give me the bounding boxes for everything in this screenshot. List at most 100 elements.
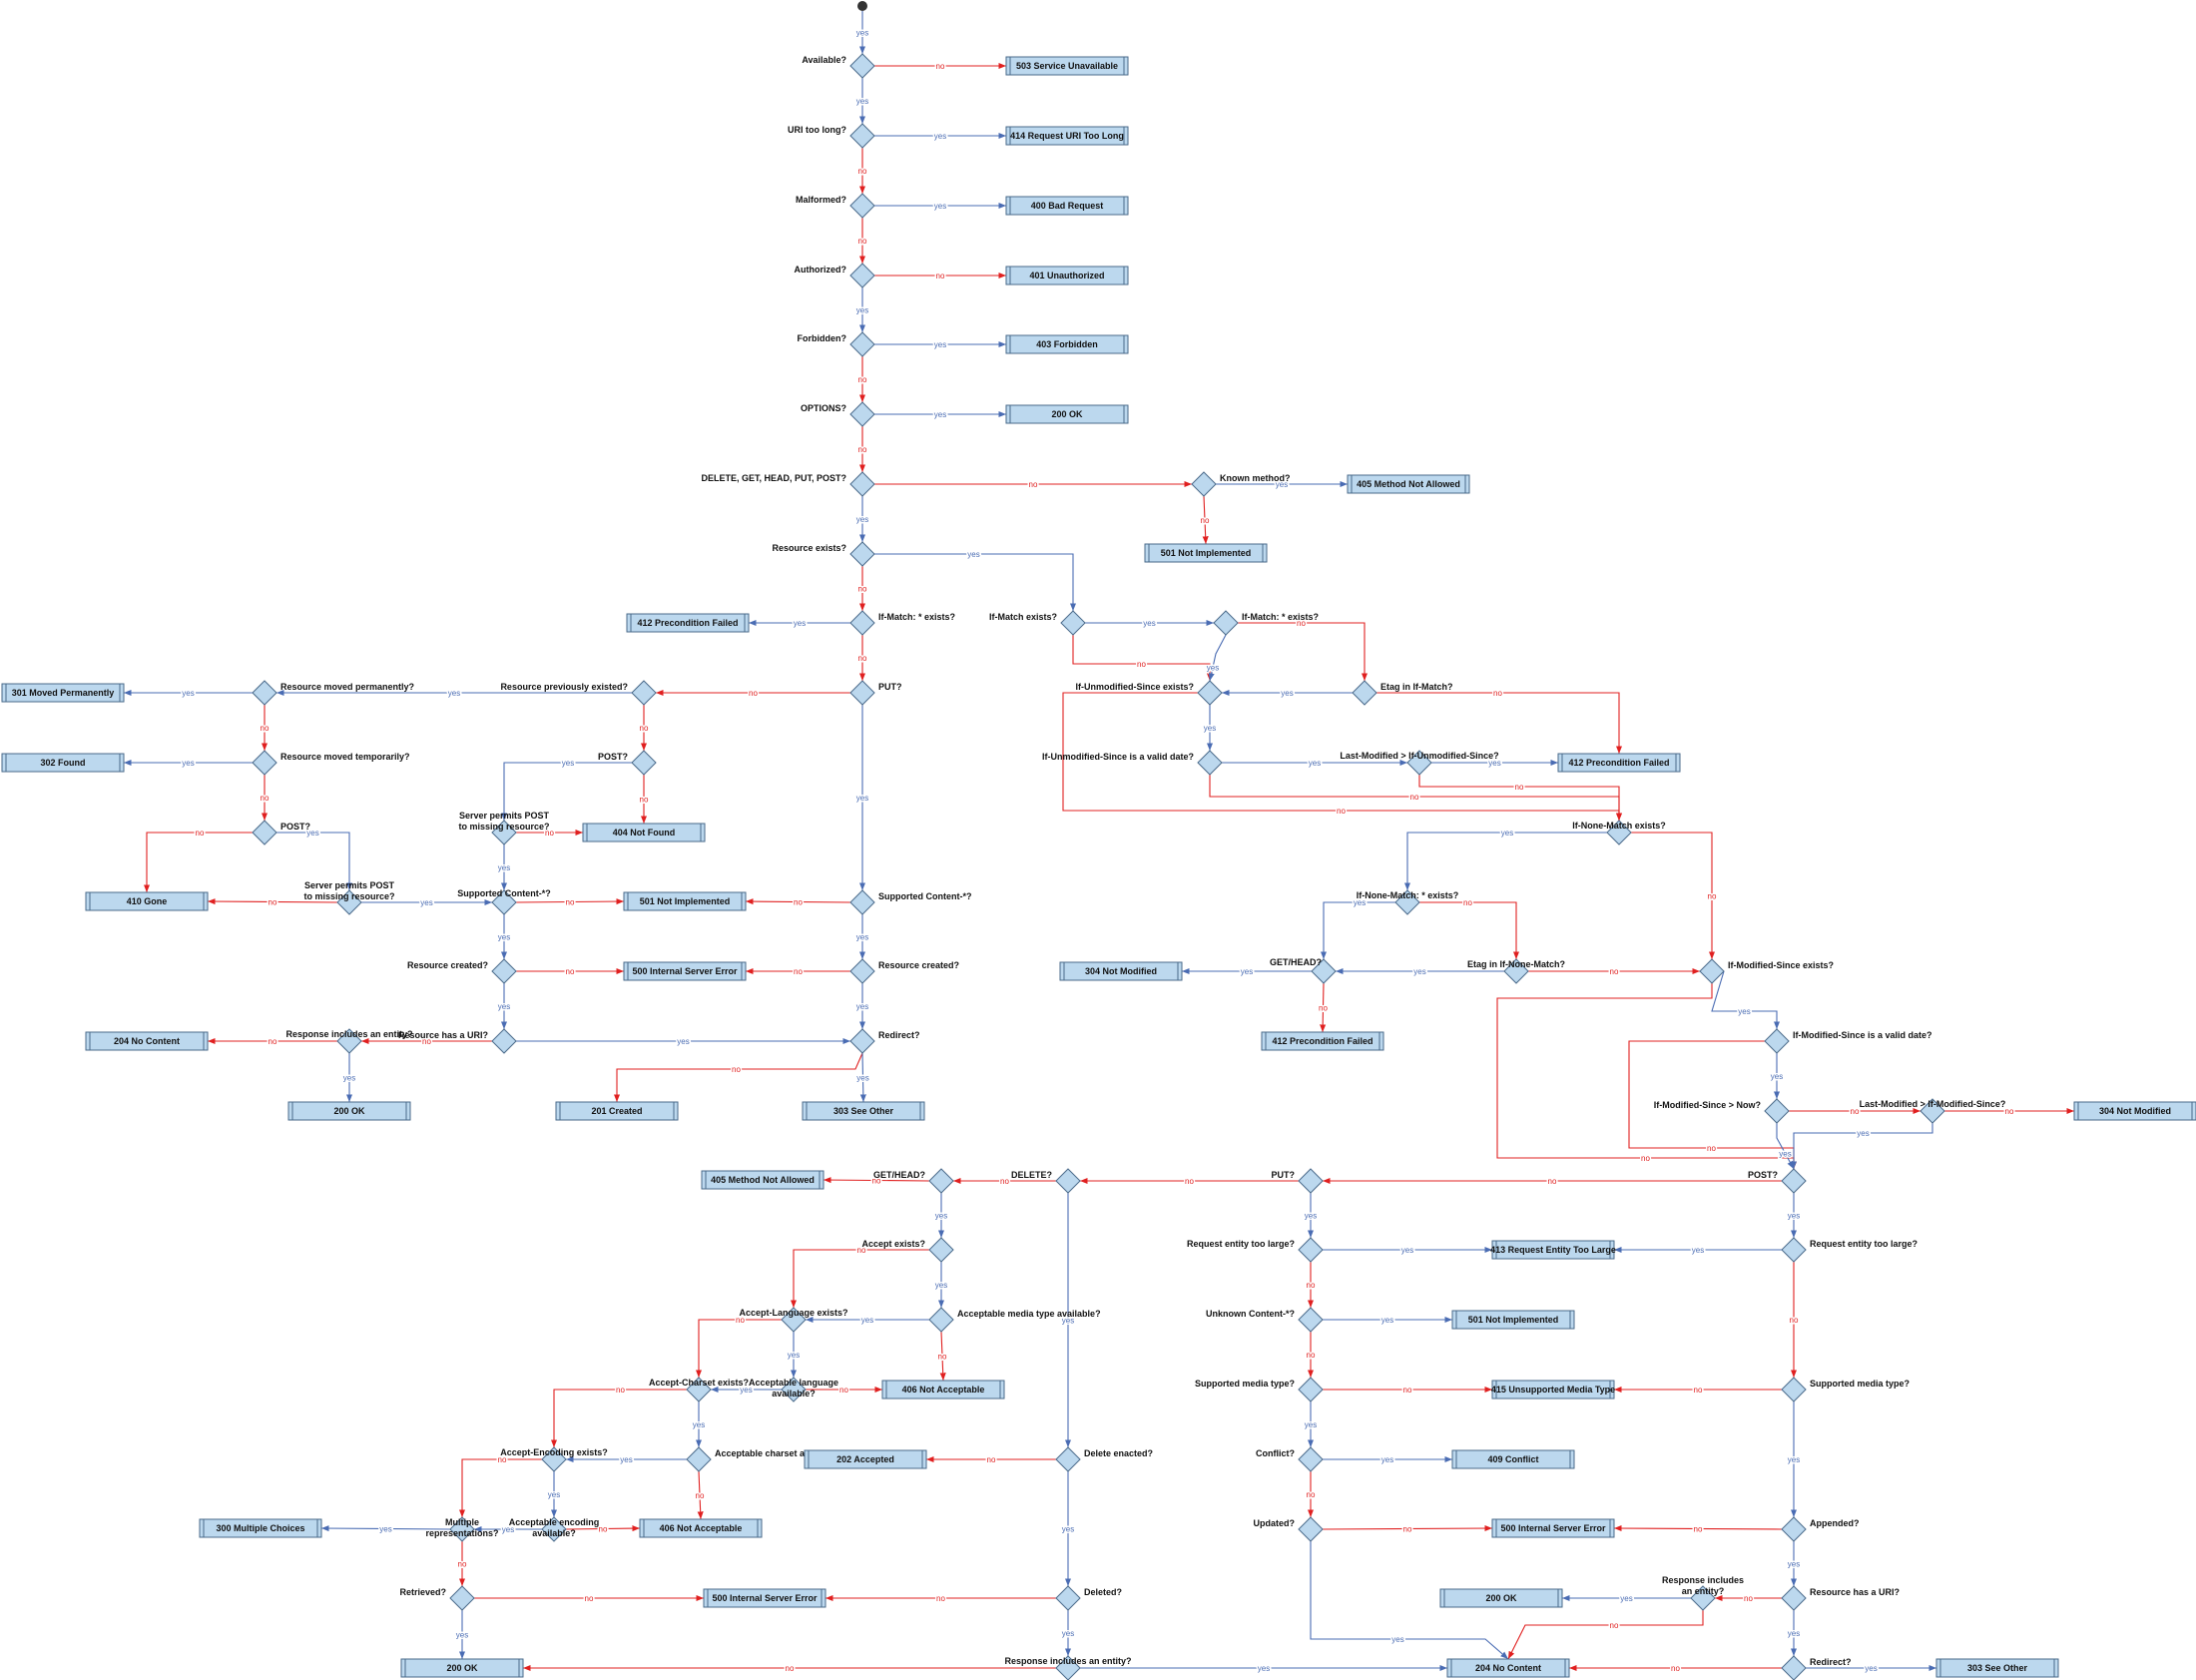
edge-yes (859, 1052, 866, 1103)
edge-label-yes: yes (1305, 1212, 1317, 1221)
edge-yes (1310, 1541, 1509, 1660)
decision-diamond (1503, 958, 1529, 984)
result-r403: 403 Forbidden (1005, 334, 1129, 354)
edge-label-yes: yes (856, 1002, 868, 1011)
edge-label-yes: yes (856, 97, 868, 106)
edge-label-yes: yes (1788, 1629, 1800, 1638)
edge-label-yes: yes (1204, 724, 1216, 733)
result-box (582, 823, 706, 842)
decision-d-gethead2: GET/HEAD? (873, 1168, 954, 1194)
decision-diamond (1298, 1168, 1324, 1194)
decision-diamond (336, 889, 362, 915)
decision-d-lm-ius: Last-Modified > If-Unmodified-Since? (1340, 750, 1499, 776)
edge-label-yes: yes (1381, 1455, 1393, 1464)
label-text: Accept-Language exists? (739, 1308, 847, 1318)
edge-label-no: no (1137, 660, 1146, 669)
edge-label-yes: yes (379, 1525, 391, 1534)
decision-d-perm2: Server permits POST to missing resource? (303, 880, 395, 915)
decision-diamond (541, 1446, 567, 1472)
decision-diamond (781, 1377, 807, 1402)
edge-label-no: no (839, 1386, 848, 1395)
edge-label-yes: yes (934, 340, 946, 349)
decision-diamond (1781, 1585, 1807, 1611)
edge-label-yes: yes (935, 1212, 947, 1221)
label-text: Redirect? (1810, 1657, 1852, 1667)
label-text: Supported media type? (1195, 1379, 1295, 1389)
decision-d-sup-media2: Supported media type? (1781, 1377, 1910, 1402)
edge-label-yes: yes (861, 1316, 873, 1325)
label-text: Acceptable encoding available? (509, 1517, 600, 1538)
label-text: Malformed? (796, 195, 846, 205)
decision-diamond (1191, 471, 1217, 497)
edge-label-yes: yes (562, 759, 574, 768)
result-label: 300 Multiple Choices (216, 1523, 304, 1533)
edge-label-no: no (1708, 892, 1717, 901)
label-text: Supported Content-*? (457, 888, 551, 898)
label-text: Unknown Content-*? (1206, 1309, 1295, 1319)
edge-no (1202, 495, 1209, 545)
result-label: 501 Not Implemented (640, 896, 731, 906)
edge-label-yes: yes (502, 1525, 514, 1534)
edge-label-no: no (2005, 1107, 2014, 1116)
edge-label-no: no (858, 237, 867, 246)
edge-label-yes: yes (1401, 1246, 1413, 1255)
edge-label-no: no (1463, 898, 1472, 907)
decision-d-ius-valid: If-Unmodified-Since is a valid date? (1042, 750, 1223, 776)
result-r406a: 406 Not Acceptable (881, 1380, 1005, 1400)
decision-diamond (631, 680, 657, 706)
edge-label-no: no (1337, 807, 1346, 816)
label-text: If-None-Match: * exists? (1357, 890, 1459, 900)
result-label: 405 Method Not Allowed (711, 1175, 815, 1185)
edge-label-no: no (1671, 1664, 1680, 1673)
edge-label-no: no (858, 445, 867, 454)
decision-diamond (1055, 1168, 1081, 1194)
label-text: Etag in If-Match? (1380, 682, 1453, 692)
decision-diamond (1298, 1446, 1324, 1472)
decision-d-conflict: Conflict? (1256, 1446, 1324, 1472)
label-text: Accept-Encoding exists? (500, 1447, 608, 1457)
result-box (1, 683, 125, 703)
edge-no (565, 1525, 641, 1532)
label-text: If-Match exists? (989, 612, 1057, 622)
decision-d-prevex: Resource previously existed? (500, 680, 657, 706)
edge-label-yes: yes (1241, 967, 1253, 976)
decision-d-acc-enc: Acceptable encoding available? (509, 1516, 600, 1542)
edge-yes (874, 553, 1077, 611)
decision-diamond (1298, 1307, 1324, 1333)
edge-label-no: no (616, 1386, 625, 1395)
edge-no (515, 897, 625, 905)
decision-diamond (928, 1307, 954, 1333)
edge-label-yes: yes (1281, 689, 1293, 698)
decision-d-acc-cs-ex: Accept-Charset exists? (649, 1377, 749, 1402)
edge-label-yes: yes (1305, 1420, 1317, 1429)
edge-label-yes: yes (182, 689, 194, 698)
label-text: Request entity too large? (1810, 1239, 1918, 1249)
decision-diamond (928, 1237, 954, 1263)
decision-d-meth: DELETE, GET, HEAD, PUT, POST? (701, 471, 875, 497)
decision-d-etag-ifm: Etag in If-Match? (1352, 680, 1453, 706)
label-text: Multiple representations? (425, 1517, 498, 1538)
decision-diamond (1690, 1585, 1716, 1611)
result-label: 412 Precondition Failed (637, 618, 738, 628)
label-text: If-Unmodified-Since is a valid date? (1042, 752, 1194, 762)
result-r204a: 204 No Content (85, 1031, 209, 1051)
result-box (1005, 126, 1129, 146)
edge-no (1613, 1524, 1783, 1532)
edge-label-yes: yes (934, 202, 946, 211)
label-text: Request entity too large? (1187, 1239, 1295, 1249)
result-r300: 300 Multiple Choices (199, 1518, 322, 1538)
result-label: 412 Precondition Failed (1568, 758, 1669, 768)
edge-label-yes: yes (934, 410, 946, 419)
edge-label-no: no (1000, 1177, 1009, 1186)
decision-d-updated: Updated? (1254, 1516, 1324, 1542)
label-text: Delete enacted? (1084, 1448, 1153, 1458)
edge-label-no: no (1790, 1316, 1799, 1325)
edge-label-yes: yes (1354, 898, 1366, 907)
edge-no (1418, 775, 1623, 821)
edge-label-yes: yes (1857, 1129, 1869, 1138)
label-text: POST? (598, 752, 628, 762)
decision-d-auth: Authorized? (795, 263, 875, 288)
decision-d-hasuri2: Resource has a URI? (1781, 1585, 1900, 1611)
edge-no (939, 1331, 946, 1382)
result-label: 412 Precondition Failed (1272, 1036, 1372, 1046)
